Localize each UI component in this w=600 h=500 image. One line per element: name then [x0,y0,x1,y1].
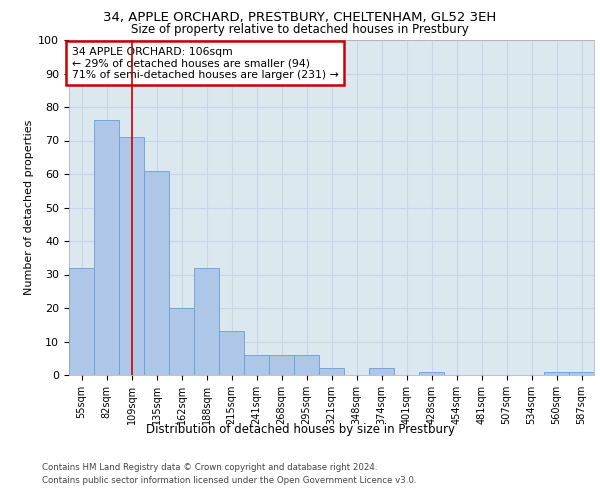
Bar [544,372,569,375]
Bar [269,355,294,375]
Text: Size of property relative to detached houses in Prestbury: Size of property relative to detached ho… [131,22,469,36]
Bar [244,355,269,375]
Text: Distribution of detached houses by size in Prestbury: Distribution of detached houses by size … [146,422,455,436]
Bar [219,332,244,375]
Bar [119,137,144,375]
Bar [169,308,194,375]
Bar [94,120,119,375]
Bar [69,268,94,375]
Text: Contains HM Land Registry data © Crown copyright and database right 2024.: Contains HM Land Registry data © Crown c… [42,462,377,471]
Text: Contains public sector information licensed under the Open Government Licence v3: Contains public sector information licen… [42,476,416,485]
Bar [319,368,344,375]
Bar [369,368,394,375]
Bar [569,372,594,375]
Bar [194,268,219,375]
Bar [294,355,319,375]
Bar [144,170,169,375]
Y-axis label: Number of detached properties: Number of detached properties [24,120,34,295]
Bar [419,372,444,375]
Text: 34, APPLE ORCHARD, PRESTBURY, CHELTENHAM, GL52 3EH: 34, APPLE ORCHARD, PRESTBURY, CHELTENHAM… [103,11,497,24]
Text: 34 APPLE ORCHARD: 106sqm
← 29% of detached houses are smaller (94)
71% of semi-d: 34 APPLE ORCHARD: 106sqm ← 29% of detach… [71,46,338,80]
